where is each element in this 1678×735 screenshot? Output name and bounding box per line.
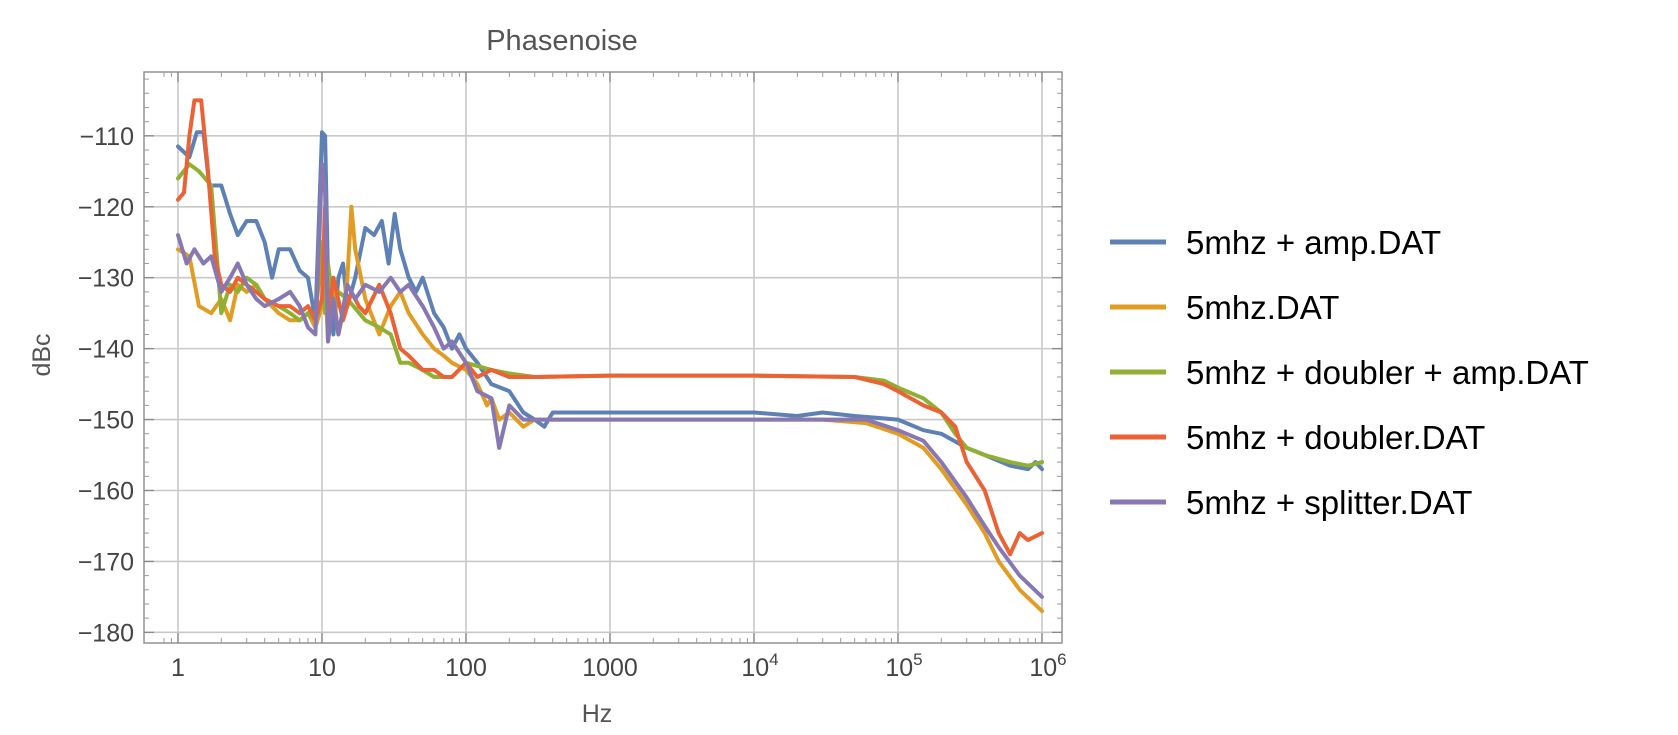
series-line-5: [176, 162, 1044, 599]
x-tick-exponent: 5: [913, 650, 922, 669]
y-tick-label: −180: [78, 619, 134, 647]
x-tick-label: 105: [885, 650, 922, 682]
y-tick-label: −170: [78, 548, 134, 576]
legend-item: 5mhz + amp.DAT: [1110, 224, 1441, 261]
x-tick-base: 10: [1029, 654, 1057, 682]
series-line-3: [176, 162, 1044, 468]
legend-item: 5mhz.DAT: [1110, 289, 1339, 326]
axis-ticks: [144, 72, 1062, 643]
y-tick-label: −140: [78, 336, 134, 364]
x-tick-exponent: 4: [769, 650, 778, 669]
x-tick-exponent: 6: [1057, 650, 1066, 669]
chart-title: Phasenoise: [486, 25, 638, 57]
x-tick-label: 1: [171, 654, 185, 682]
legend-label: 5mhz + doubler + amp.DAT: [1186, 354, 1589, 391]
series-line-4: [176, 98, 1044, 557]
x-tick-label: 100: [445, 654, 487, 682]
x-tick-base: 10: [741, 654, 769, 682]
legend: 5mhz + amp.DAT 5mhz.DAT 5mhz + doubler + a…: [1110, 224, 1589, 521]
legend-label: 5mhz + doubler.DAT: [1186, 419, 1485, 456]
y-tick-label: −120: [78, 194, 134, 222]
y-tick-label: −160: [78, 477, 134, 505]
x-tick-labels: 1 10 100 1000 104 105 106: [171, 650, 1067, 682]
x-tick-label: 106: [1029, 650, 1066, 682]
plot-frame: [143, 71, 1063, 644]
x-tick-label: 10: [308, 654, 336, 682]
x-tick-label: 104: [741, 650, 778, 682]
y-tick-label: −130: [78, 265, 134, 293]
y-axis-label: dBc: [28, 333, 56, 376]
series-line-1: [176, 130, 1044, 472]
y-tick-label: −150: [78, 407, 134, 435]
x-tick-label: 1000: [582, 654, 638, 682]
y-tick-labels: −110 −120 −130 −140 −150 −160 −170 −180: [78, 123, 134, 648]
y-tick-label: −110: [80, 123, 134, 151]
x-tick-base: 10: [885, 654, 913, 682]
grid-lines: [144, 72, 1062, 643]
legend-label: 5mhz.DAT: [1186, 289, 1339, 326]
plot-series: [176, 98, 1044, 614]
legend-item: 5mhz + doubler.DAT: [1110, 419, 1485, 456]
legend-item: 5mhz + doubler + amp.DAT: [1110, 354, 1589, 391]
legend-label: 5mhz + amp.DAT: [1186, 224, 1441, 261]
x-axis-label: Hz: [582, 700, 613, 728]
legend-item: 5mhz + splitter.DAT: [1110, 484, 1472, 521]
legend-label: 5mhz + splitter.DAT: [1186, 484, 1472, 521]
